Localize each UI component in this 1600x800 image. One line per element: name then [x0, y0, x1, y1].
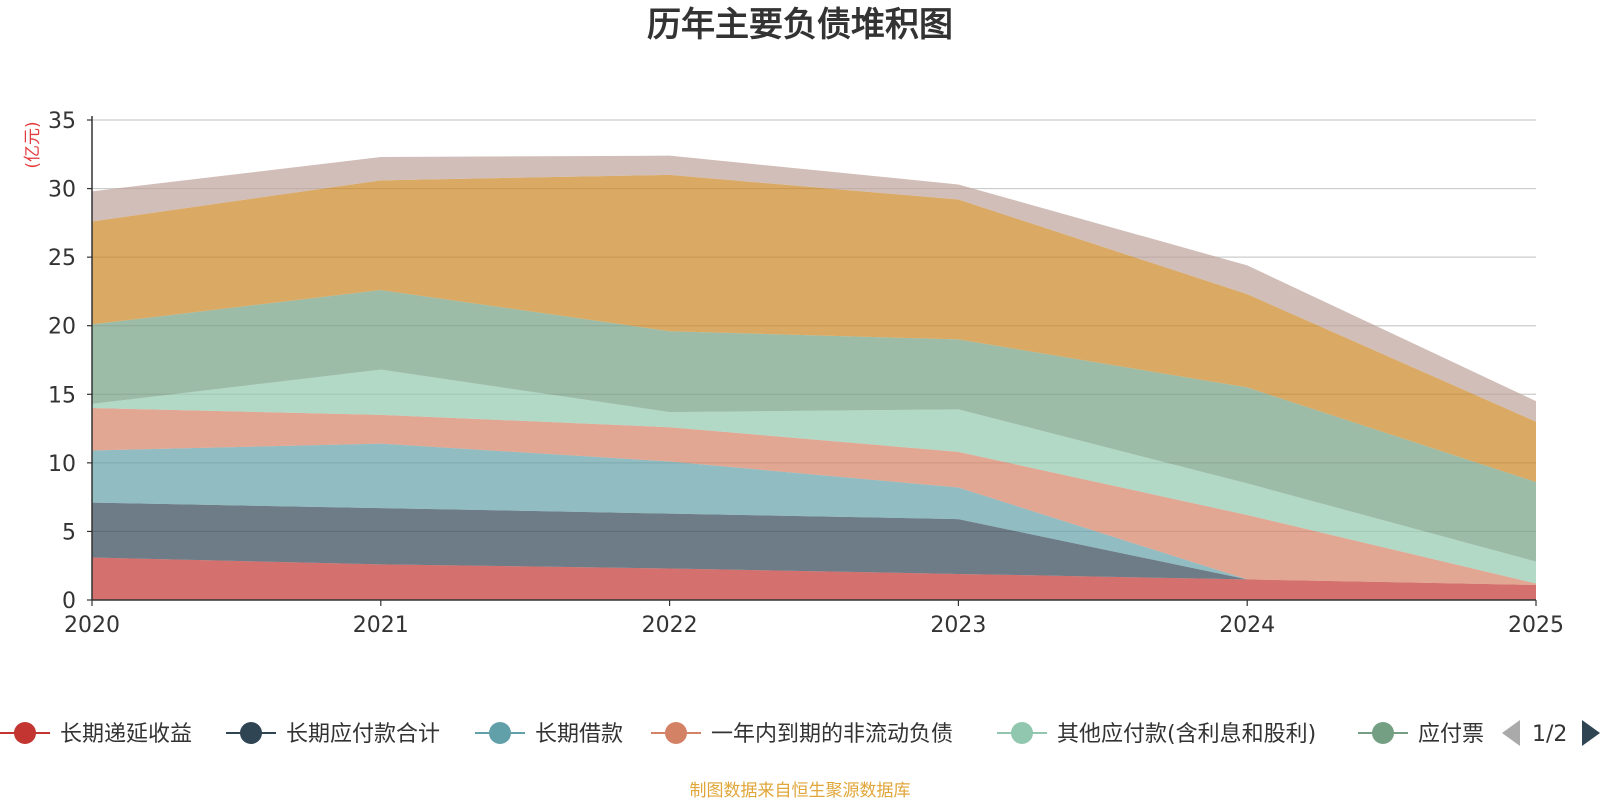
- source-note: 制图数据来自恒生聚源数据库: [690, 781, 911, 800]
- y-tick-label: 5: [62, 520, 76, 545]
- legend-marker-icon: [489, 722, 511, 744]
- chart-title: 历年主要负债堆积图: [647, 5, 953, 45]
- area-series-7: [92, 155, 1536, 422]
- area-series-2: [92, 443, 1536, 585]
- area-series-5: [92, 290, 1536, 562]
- x-tick-label: 2023: [930, 613, 986, 638]
- legend-item[interactable]: 应付票: [1358, 722, 1484, 747]
- legend-label: 应付票: [1418, 722, 1484, 747]
- legend-item[interactable]: 长期应付款合计: [226, 722, 440, 747]
- legend-pager[interactable]: 1/2: [1502, 720, 1600, 747]
- x-tick-label: 2025: [1508, 613, 1564, 638]
- legend-item[interactable]: 长期递延收益: [0, 722, 192, 747]
- x-tick-label: 2020: [64, 613, 120, 638]
- x-tick-label: 2024: [1219, 613, 1275, 638]
- legend-marker-icon: [14, 722, 36, 744]
- y-tick-label: 15: [48, 383, 76, 408]
- legend[interactable]: 长期递延收益 长期应付款合计 长期借款 一年内到期的非流动负债 其他应付款(含利息和股利…: [0, 722, 1484, 747]
- legend-label: 长期递延收益: [60, 722, 192, 747]
- legend-label: 长期借款: [535, 722, 623, 747]
- area-series-6: [92, 174, 1536, 483]
- legend-item[interactable]: 一年内到期的非流动负债: [651, 722, 953, 747]
- area-series-4: [92, 369, 1536, 584]
- area-series-3: [92, 408, 1536, 585]
- y-tick-label: 20: [48, 315, 76, 340]
- pager-prev-icon[interactable]: [1502, 720, 1520, 746]
- x-tick-label: 2021: [353, 613, 409, 638]
- legend-marker-icon: [1372, 722, 1394, 744]
- area-series: [92, 155, 1536, 600]
- legend-marker-icon: [665, 722, 687, 744]
- legend-marker-icon: [240, 722, 262, 744]
- legend-label: 其他应付款(含利息和股利): [1057, 722, 1316, 747]
- legend-label: 一年内到期的非流动负债: [711, 722, 953, 747]
- legend-label: 长期应付款合计: [286, 722, 440, 747]
- y-tick-label: 30: [48, 178, 76, 203]
- y-axis-unit-label: (亿元): [23, 121, 43, 168]
- legend-item[interactable]: 其他应付款(含利息和股利): [997, 722, 1316, 747]
- y-tick-label: 25: [48, 246, 76, 271]
- pager-label: 1/2: [1532, 722, 1567, 747]
- y-tick-label: 10: [48, 452, 76, 477]
- y-tick-label: 0: [62, 589, 76, 614]
- y-tick-label: 35: [48, 109, 76, 134]
- legend-marker-icon: [1011, 722, 1033, 744]
- legend-item[interactable]: 长期借款: [475, 722, 623, 747]
- area-series-1: [92, 502, 1536, 585]
- area-series-0: [92, 557, 1536, 600]
- x-tick-label: 2022: [642, 613, 698, 638]
- pager-next-icon[interactable]: [1582, 720, 1600, 746]
